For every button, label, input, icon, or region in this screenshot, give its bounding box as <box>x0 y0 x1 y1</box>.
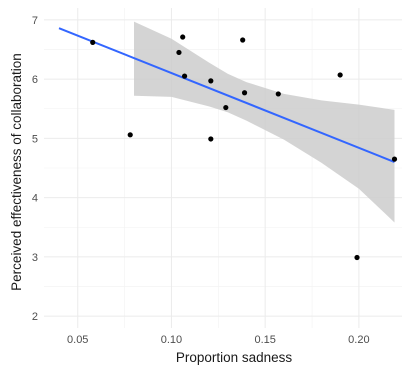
y-tick-label: 6 <box>32 74 38 86</box>
points <box>90 34 398 261</box>
x-tick-labels: 0.05 0.10 0.15 0.20 <box>67 334 370 346</box>
data-point <box>240 37 246 43</box>
data-point <box>208 78 214 84</box>
data-point <box>127 132 133 138</box>
data-point <box>223 104 229 111</box>
y-axis-title: Perceived effectiveness of collaboration <box>9 53 24 291</box>
y-tick-label: 4 <box>32 193 38 205</box>
fit-line-group <box>58 27 395 164</box>
data-point <box>90 39 96 45</box>
data-point <box>275 91 281 97</box>
y-tick-labels: 2 3 4 5 6 7 <box>32 15 38 323</box>
data-point <box>337 72 343 78</box>
confidence-band-area <box>134 21 395 223</box>
y-tick-label: 2 <box>32 311 38 323</box>
data-point <box>241 90 248 96</box>
x-tick-label: 0.15 <box>254 334 275 346</box>
fit-line <box>58 27 395 164</box>
confidence-band <box>134 21 395 223</box>
data-point <box>354 254 360 261</box>
data-point <box>391 156 398 162</box>
data-point <box>181 73 188 79</box>
x-tick-label: 0.20 <box>348 334 369 346</box>
x-axis-title: Proportion sadness <box>176 350 293 365</box>
x-tick-label: 0.10 <box>161 334 182 346</box>
data-point <box>180 34 186 40</box>
data-point <box>208 136 214 142</box>
y-tick-label: 7 <box>32 15 38 27</box>
y-tick-label: 3 <box>32 252 38 264</box>
data-point <box>176 49 182 56</box>
x-tick-label: 0.05 <box>67 334 88 346</box>
y-tick-label: 5 <box>32 133 38 145</box>
